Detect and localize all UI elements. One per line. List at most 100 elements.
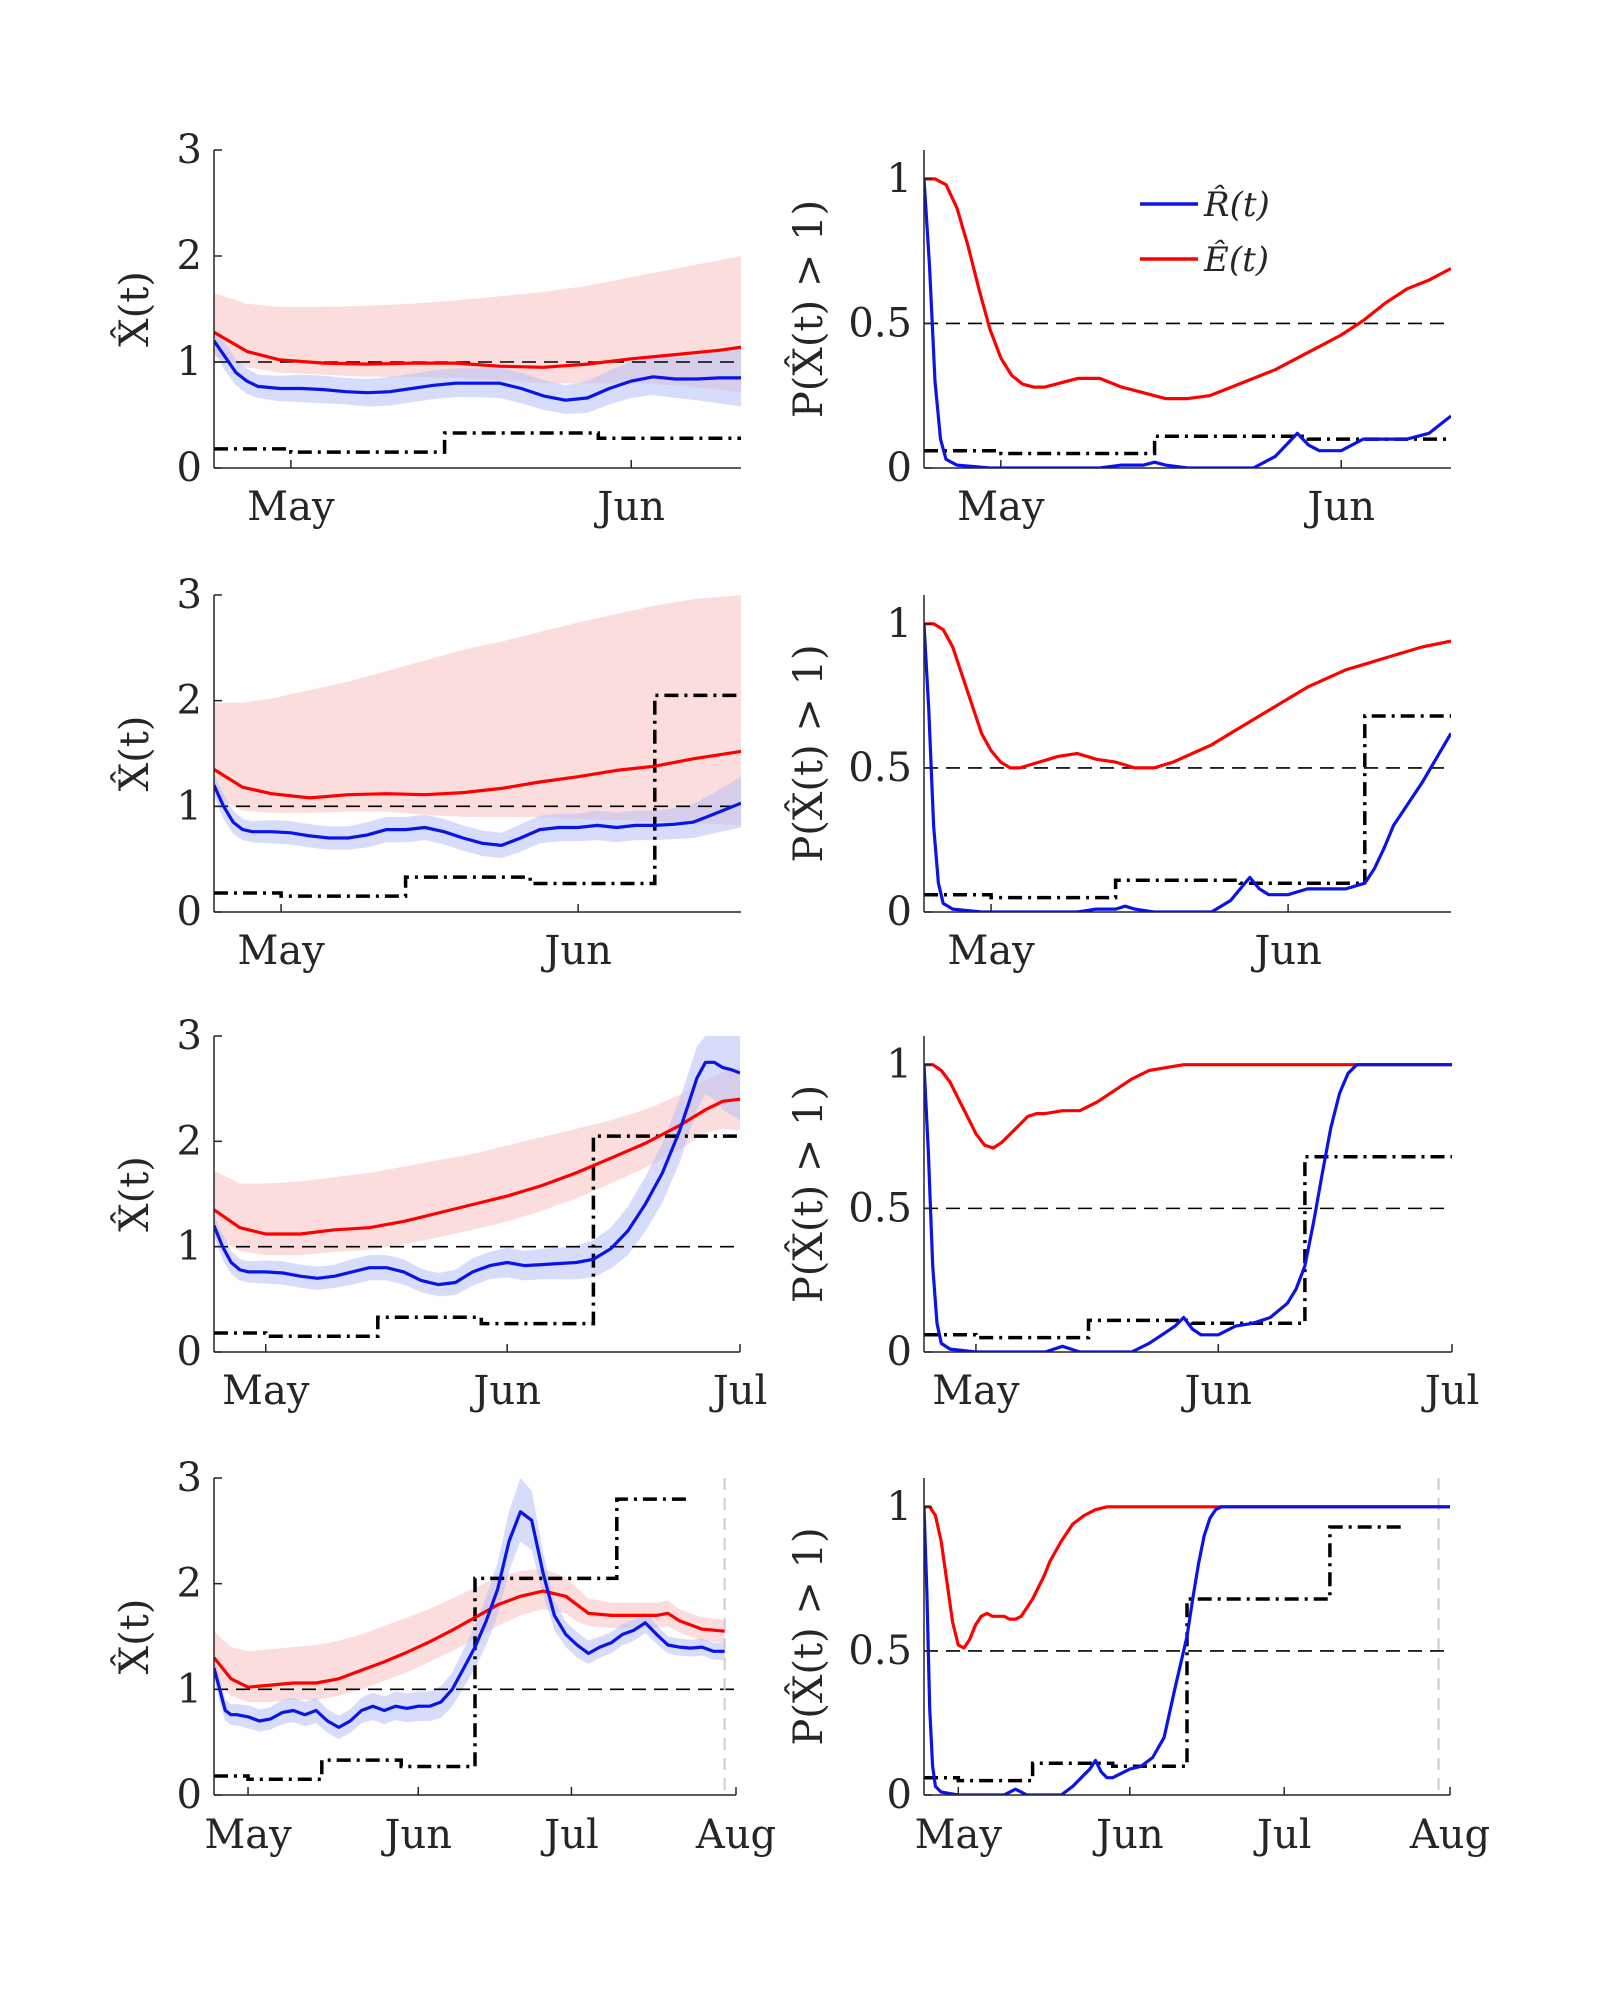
x-tick-label: Jun xyxy=(540,928,612,974)
y-tick-label: 3 xyxy=(177,127,202,173)
x-tick-label: May xyxy=(222,1368,310,1414)
e-confidence-band xyxy=(214,256,741,392)
y-axis-title: X̂(t) xyxy=(112,1599,158,1675)
y-tick-label: 0.5 xyxy=(848,1628,912,1674)
x-tick-label: Aug xyxy=(695,1812,776,1858)
plot-area xyxy=(924,622,1451,912)
r-confidence-band xyxy=(214,1478,725,1739)
y-tick-label: 0 xyxy=(177,445,202,491)
plot-area xyxy=(214,1478,736,1795)
y-tick-label: 0.5 xyxy=(848,1185,912,1231)
panel-p-row-0: 0 0.5 1 May Jun P(X̂(t) > 1) xyxy=(786,150,1451,530)
step-dashdot-line xyxy=(214,1497,691,1781)
y-tick-label: 1 xyxy=(887,156,912,202)
plot-area xyxy=(214,1036,740,1338)
y-axis-title: P(X̂(t) > 1) xyxy=(786,644,832,862)
r-series-line xyxy=(924,178,1451,468)
e-series-line xyxy=(214,330,741,369)
e-series-line xyxy=(214,1589,725,1689)
x-tick-label: Jun xyxy=(1303,484,1375,530)
plot-area xyxy=(214,595,741,898)
y-tick-label: 2 xyxy=(177,1118,202,1164)
x-tick-label: Jun xyxy=(1092,1812,1164,1858)
x-tick-label: May xyxy=(947,928,1035,974)
panel-p-row-1: 0 0.5 1 May Jun P(X̂(t) > 1) xyxy=(786,595,1451,974)
legend-label: Ê(t) xyxy=(1203,239,1269,280)
legend-label: R̂(t) xyxy=(1203,184,1270,225)
y-tick-label: 1 xyxy=(177,1666,202,1712)
y-axis-title: P(X̂(t) > 1) xyxy=(786,200,832,418)
x-tick-label: May xyxy=(957,484,1045,530)
x-tick-label: Jul xyxy=(1421,1368,1480,1414)
y-tick-label: 3 xyxy=(177,572,202,618)
panel-p-row-2: 0 0.5 1 May Jun Jul P(X̂(t) > 1) xyxy=(786,1036,1480,1414)
y-tick-label: 0 xyxy=(887,445,912,491)
r-series-line xyxy=(214,339,741,402)
legend: R̂(t) Ê(t) xyxy=(1140,184,1270,280)
r-series-line xyxy=(924,623,1451,912)
y-tick-label: 0 xyxy=(177,1772,202,1818)
x-tick-label: Jun xyxy=(469,1368,541,1414)
e-confidence-band xyxy=(214,1568,725,1702)
y-tick-label: 1 xyxy=(177,783,202,829)
y-tick-label: 0 xyxy=(177,1329,202,1375)
y-axis-title: P(X̂(t) > 1) xyxy=(786,1085,832,1303)
r-series-line xyxy=(924,1505,1450,1795)
y-axis-title: P(X̂(t) > 1) xyxy=(786,1527,832,1745)
step-dashdot-line xyxy=(924,1154,1452,1340)
plot-area xyxy=(924,1063,1452,1352)
y-axis-title: X̂(t) xyxy=(112,271,158,347)
x-tick-label: May xyxy=(204,1812,292,1858)
x-tick-label: Jun xyxy=(1181,1368,1253,1414)
y-tick-label: 1 xyxy=(887,1484,912,1530)
y-tick-label: 0 xyxy=(887,1329,912,1375)
y-tick-label: 0 xyxy=(887,1772,912,1818)
y-tick-label: 2 xyxy=(177,1561,202,1607)
panel-x-row-0: 0 1 2 3 May Jun X̂(t) xyxy=(112,127,741,530)
y-tick-label: 0.5 xyxy=(848,300,912,346)
e-series-line xyxy=(924,1063,1452,1150)
panel-x-row-2: 0 1 2 3 May Jun Jul X̂(t) xyxy=(112,1013,768,1414)
y-tick-label: 1 xyxy=(177,339,202,385)
step-dashdot-line xyxy=(214,1134,740,1338)
r-series-line xyxy=(214,1510,725,1729)
plot-area xyxy=(924,177,1451,468)
y-tick-label: 1 xyxy=(887,601,912,647)
e-series-line xyxy=(214,749,741,800)
y-axis-title: X̂(t) xyxy=(112,716,158,792)
x-tick-label: Jun xyxy=(1250,928,1322,974)
y-tick-label: 3 xyxy=(177,1455,202,1501)
e-confidence-band xyxy=(214,595,741,826)
panel-p-row-3: 0 0.5 1 May Jun Jul Aug P(X̂(t) > 1) xyxy=(786,1478,1490,1858)
x-tick-label: Jun xyxy=(380,1812,452,1858)
e-series-line xyxy=(214,1097,740,1236)
y-tick-label: 1 xyxy=(887,1042,912,1088)
r-confidence-band xyxy=(214,1036,740,1297)
step-dashdot-line xyxy=(924,434,1451,456)
e-series-line xyxy=(924,1505,1450,1650)
y-axis-title: X̂(t) xyxy=(112,1156,158,1232)
step-dashdot-line xyxy=(214,693,741,898)
e-confidence-band xyxy=(214,1067,740,1256)
e-series-line xyxy=(924,622,1451,770)
y-tick-label: 0 xyxy=(887,889,912,935)
plot-area xyxy=(214,256,741,454)
x-tick-label: Jun xyxy=(593,484,665,530)
y-tick-label: 3 xyxy=(177,1013,202,1059)
r-series-line xyxy=(924,1063,1452,1352)
x-tick-label: Jul xyxy=(709,1368,768,1414)
x-tick-label: May xyxy=(932,1368,1020,1414)
x-tick-label: May xyxy=(915,1812,1003,1858)
x-tick-label: May xyxy=(247,484,335,530)
y-tick-label: 0 xyxy=(177,889,202,935)
y-tick-label: 2 xyxy=(177,678,202,724)
panel-x-row-3: 0 1 2 3 May Jun Jul Aug X̂(t) xyxy=(112,1455,776,1858)
r-series-line xyxy=(214,1060,740,1287)
x-tick-label: May xyxy=(237,928,325,974)
plot-area xyxy=(924,1478,1450,1795)
panel-x-row-1: 0 1 2 3 May Jun X̂(t) xyxy=(112,572,741,974)
r-series-line xyxy=(214,784,741,847)
y-tick-label: 0.5 xyxy=(848,745,912,791)
